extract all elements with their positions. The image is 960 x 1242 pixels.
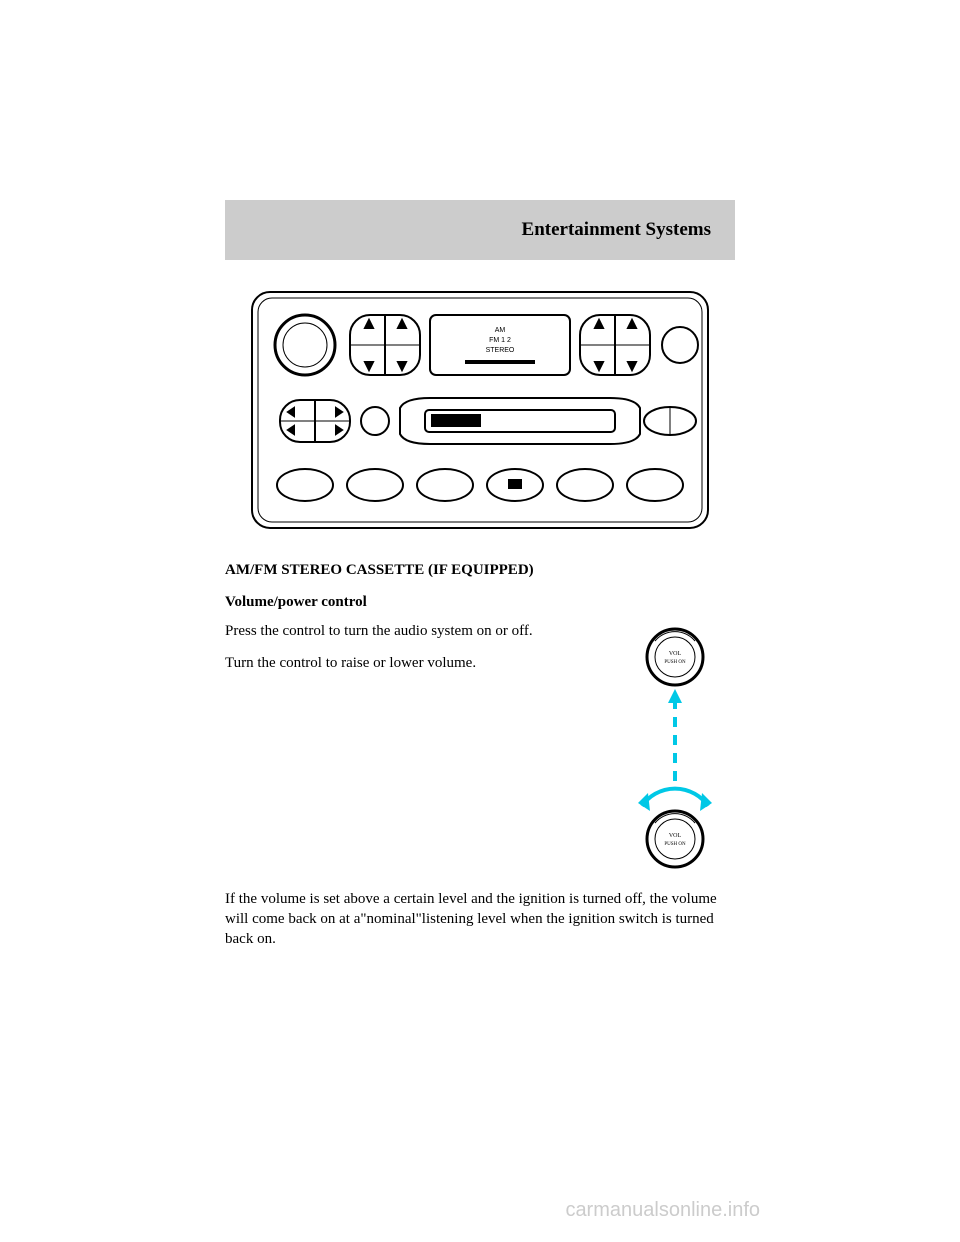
volume-heading: Volume/power control <box>225 592 735 612</box>
section-header-bar: Entertainment Systems <box>225 200 735 260</box>
lcd-line-1: AM <box>495 327 506 334</box>
volume-line3: If the volume is set above a certain lev… <box>225 889 735 950</box>
volume-knob-figure: VOL PUSH ON VOL PUSH ON <box>615 621 735 881</box>
radio-section-title: AM/FM STEREO CASSETTE (IF EQUIPPED) <box>225 560 735 580</box>
lcd-line-3: STEREO <box>486 347 515 354</box>
svg-text:VOL: VOL <box>669 651 682 657</box>
lcd-line-2: FM 1 2 <box>489 337 511 344</box>
radio-diagram: AM FM 1 2 STEREO <box>225 290 735 530</box>
volume-line1: Press the control to turn the audio syst… <box>225 621 597 641</box>
radio-face-svg: AM FM 1 2 STEREO <box>250 290 710 530</box>
svg-text:PUSH ON: PUSH ON <box>664 660 686 665</box>
volume-line2: Turn the control to raise or lower volum… <box>225 653 597 673</box>
section-header-title: Entertainment Systems <box>522 219 711 241</box>
body-text-block: AM/FM STEREO CASSETTE (IF EQUIPPED) Volu… <box>225 560 735 949</box>
svg-text:VOL: VOL <box>669 833 682 839</box>
watermark-text: carmanualsonline.info <box>565 1199 760 1222</box>
svg-text:PUSH ON: PUSH ON <box>664 842 686 847</box>
